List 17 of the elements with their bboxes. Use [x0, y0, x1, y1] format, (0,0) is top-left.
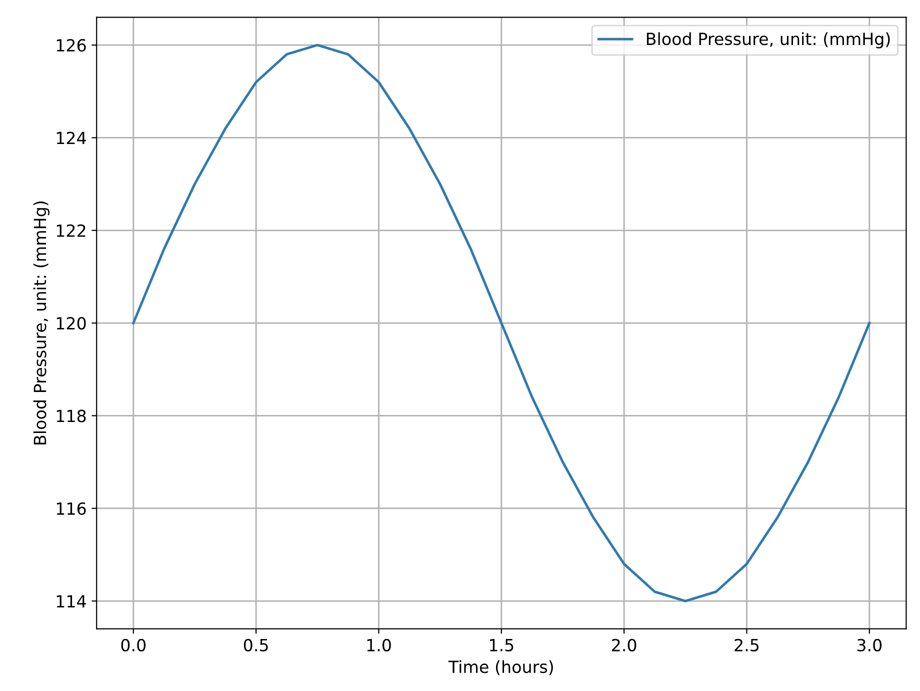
y-tick-label: 116 [56, 502, 86, 515]
x-tick-label: 2.5 [734, 638, 759, 652]
x-tick-label: 3.0 [857, 638, 882, 652]
y-tick-label: 114 [56, 595, 86, 608]
y-axis-title: Blood Pressure, unit: (mmHg) [33, 202, 50, 444]
y-tick-label: 118 [56, 410, 86, 422]
x-tick-label: 1.5 [490, 639, 514, 652]
y-tick-label: 120 [56, 317, 86, 330]
y-tick-label: 124 [56, 132, 86, 144]
y-tick-label: 122 [56, 224, 86, 237]
legend-label: Blood Pressure, unit: (mmHg) [646, 32, 890, 48]
x-tick-label: 1.0 [367, 638, 391, 652]
x-tick-label: 0.0 [121, 638, 146, 652]
y-tick-label: 126 [56, 39, 86, 52]
x-axis-title: Time (hours) [448, 660, 553, 676]
x-tick-label: 2.0 [612, 638, 636, 652]
x-tick-label: 0.5 [244, 638, 268, 652]
